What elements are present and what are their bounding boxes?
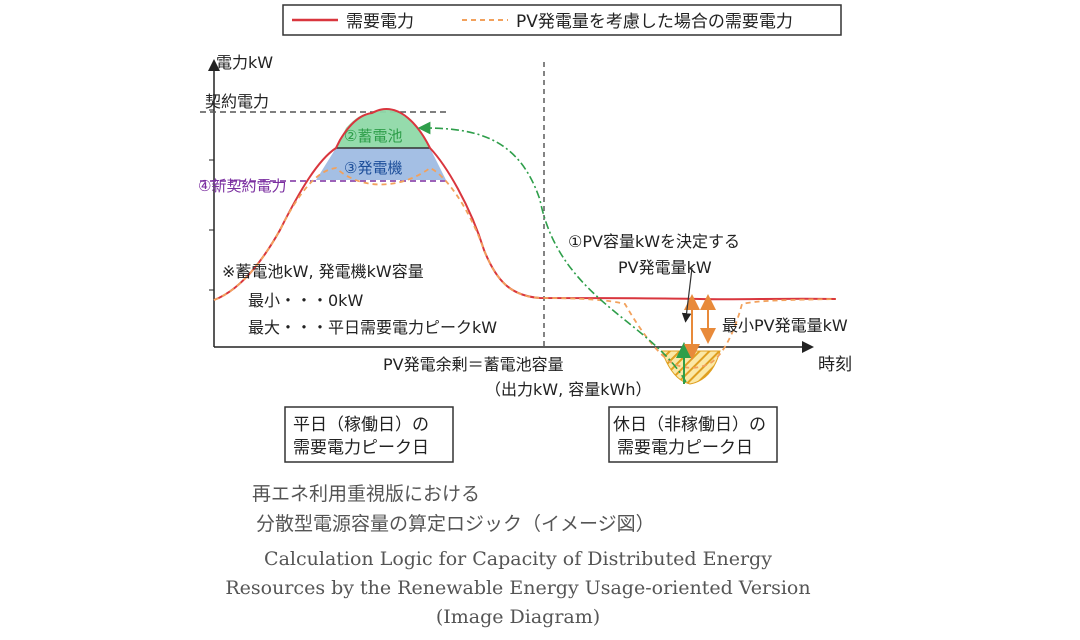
holiday-box: 休日（非稼働日）の 需要電力ピーク日 [608, 406, 778, 463]
generator-area [316, 148, 446, 180]
pv-adjusted-curve [213, 166, 837, 369]
legend-demand-label: 需要電力 [346, 12, 414, 32]
caption-jp-1: 再エネ利用重視版における [252, 483, 480, 505]
caption: 再エネ利用重視版における 分散型電源容量の算定ロジック（イメージ図） Calcu… [225, 483, 810, 628]
holiday-line1: 休日（非稼働日）の [613, 415, 766, 435]
weekday-line1: 平日（稼働日）の [293, 415, 429, 435]
pv-label-pointer [681, 267, 693, 323]
min-pv-label: 最小PV発電量kW [722, 316, 848, 335]
caption-en-2: Resources by the Renewable Energy Usage-… [225, 577, 810, 599]
capacity-max: 最大・・・平日需要電力ピークkW [248, 318, 497, 337]
generator-label: ③発電機 [344, 159, 402, 177]
demand-curve [213, 108, 837, 301]
new-contract-label: ④新契約電力 [198, 177, 286, 195]
weekday-line2: 需要電力ピーク日 [293, 438, 429, 458]
caption-en-3: (Image Diagram) [436, 606, 600, 628]
legend: 需要電力 PV発電量を考慮した場合の需要電力 [282, 4, 842, 36]
caption-en-1: Calculation Logic for Capacity of Distri… [264, 548, 772, 570]
holiday-line2: 需要電力ピーク日 [617, 438, 753, 458]
contract-power-label: 契約電力 [205, 92, 269, 111]
legend-pv-label: PV発電量を考慮した場合の需要電力 [516, 12, 793, 32]
capacity-min: 最小・・・0kW [248, 291, 363, 310]
x-axis-label: 時刻 [818, 355, 852, 375]
pv-surplus-area [661, 350, 721, 385]
battery-label: ②蓄電池 [344, 127, 402, 145]
pv-surplus-label: PV発電余剰＝蓄電池容量 [383, 355, 564, 374]
capacity-title: ※蓄電池kW, 発電機kW容量 [222, 262, 424, 281]
caption-jp-2: 分散型電源容量の算定ロジック（イメージ図） [256, 513, 655, 535]
y-axis-label: 電力kW [216, 53, 273, 72]
surplus-to-battery-arrow [417, 121, 687, 383]
pv-surplus-sub: （出力kW, 容量kWh） [485, 380, 652, 399]
pv-decide-label: ①PV容量kWを決定する [568, 232, 740, 251]
weekday-box: 平日（稼働日）の 需要電力ピーク日 [284, 406, 454, 463]
pv-generation-label: PV発電量kW [618, 258, 712, 277]
